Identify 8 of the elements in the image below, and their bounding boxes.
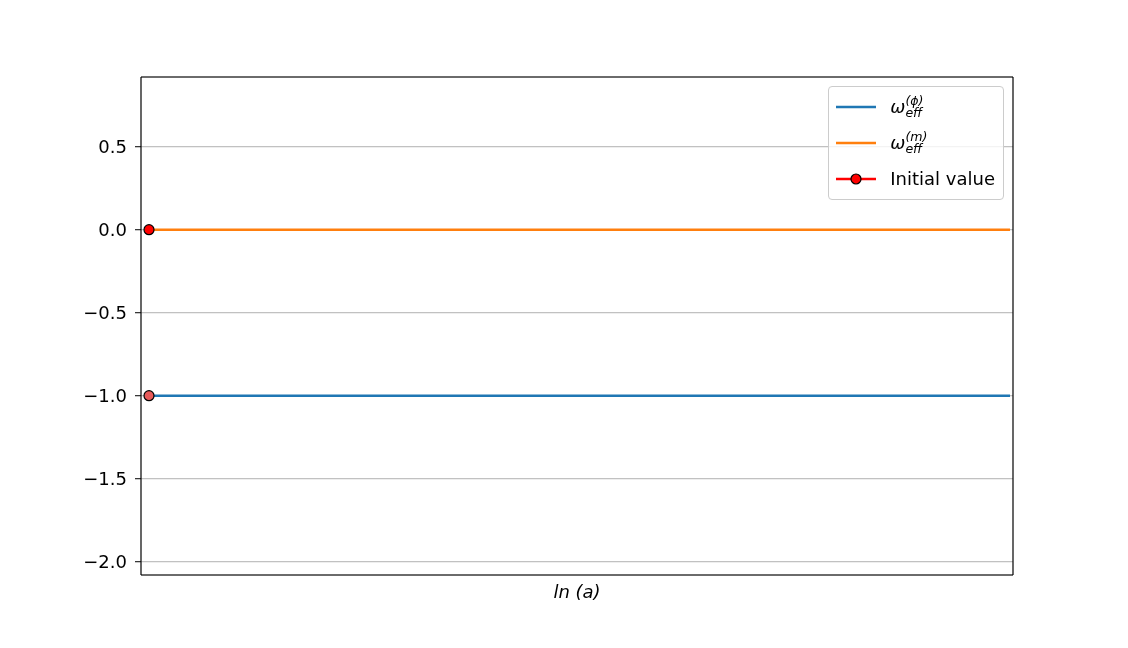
y-tick-label: −0.5 bbox=[83, 302, 127, 324]
y-tick-label: −1.0 bbox=[83, 385, 127, 407]
y-tick-label: 0.5 bbox=[98, 136, 127, 158]
x-axis-title: ln (a) bbox=[553, 581, 601, 602]
y-tick-label: −1.5 bbox=[83, 468, 127, 490]
y-tick-label: 0.0 bbox=[98, 219, 127, 241]
legend-label: Initial value bbox=[890, 168, 995, 189]
y-tick-label: −2.0 bbox=[83, 551, 127, 573]
